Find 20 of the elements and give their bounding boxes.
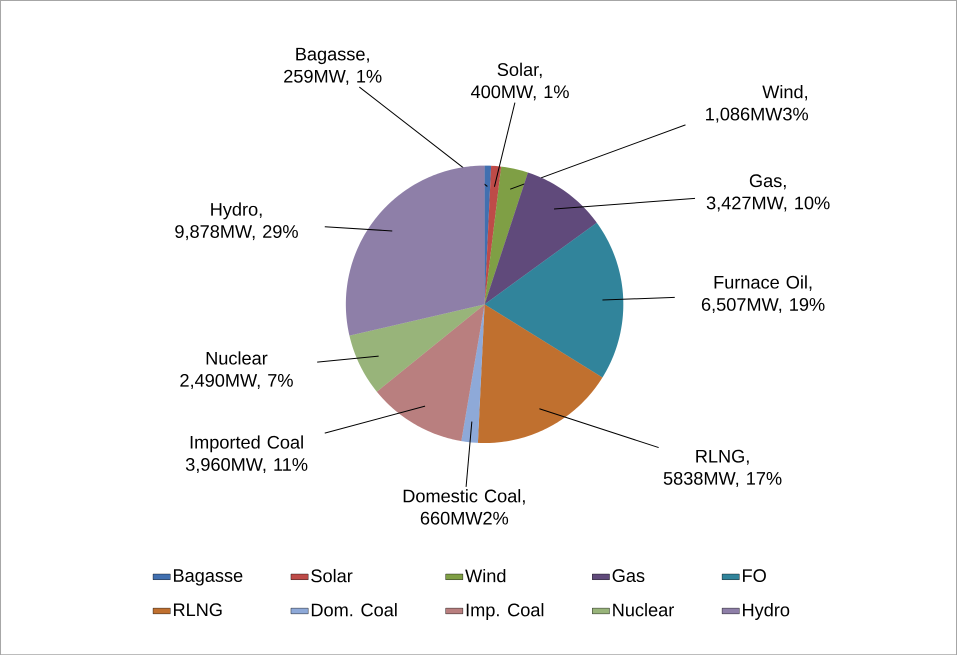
legend-label: Solar — [311, 568, 352, 582]
legend-label: Nuclear — [613, 602, 674, 616]
data-label: Domestic Coal, 660MW2% — [404, 488, 525, 525]
data-label: Bagasse, 259MW, 1% — [284, 48, 382, 85]
legend-label: Imp. Coal — [466, 602, 544, 620]
legend-label: FO — [743, 569, 766, 582]
data-label: RLNG, 5838MW, 17% — [664, 450, 782, 487]
data-label: Solar, 400MW, 1% — [470, 62, 569, 100]
legend-label: Gas — [612, 569, 644, 582]
legend-label: Hydro — [743, 602, 790, 620]
legend-label: RLNG — [174, 603, 222, 616]
data-label: Hydro, 9,878MW, 29% — [175, 202, 298, 240]
legend-label: Wind — [465, 568, 506, 582]
data-label: Furnace Oil, 6,507MW, 19% — [702, 275, 824, 313]
data-label: Gas, 3,427MW, 10% — [706, 174, 830, 212]
legend-label: Dom. Coal — [312, 602, 397, 616]
data-label: Nuclear 2,490MW, 7% — [180, 351, 293, 389]
data-label: Wind, 1,086MW3% — [706, 84, 808, 123]
legend-label: Bagasse — [174, 569, 242, 586]
data-label: Imported Coal 3,960MW, 11% — [186, 435, 308, 473]
